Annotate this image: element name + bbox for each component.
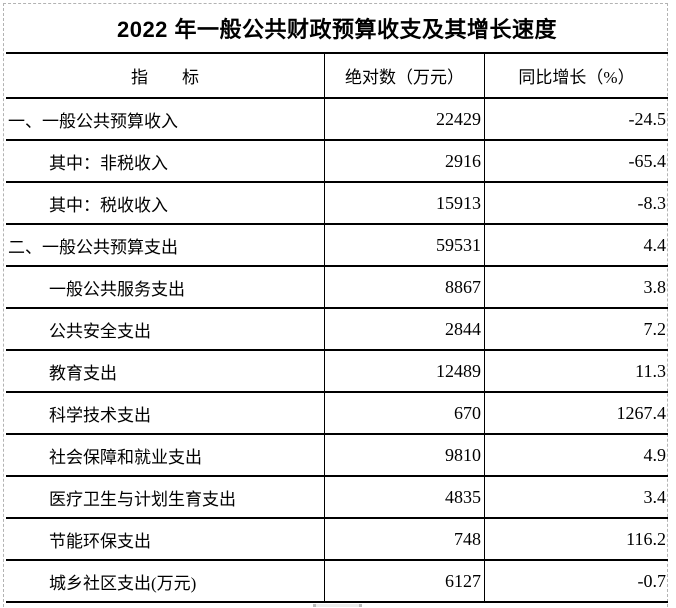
- header-cell-growth: 同比增长（%）: [484, 54, 668, 97]
- indicator-cell: 社会保障和就业支出: [49, 447, 202, 467]
- horizontal-scrollbar-thumb[interactable]: [313, 604, 362, 607]
- indicator-cell: 教育支出: [49, 363, 117, 383]
- header-cell-absolute: 绝对数（万元）: [324, 54, 484, 97]
- absolute-cell: 4835: [324, 477, 484, 517]
- growth-cell: 11.3: [484, 351, 668, 391]
- absolute-cell: 59531: [324, 225, 484, 265]
- table-header-row: 指 标 绝对数（万元） 同比增长（%）: [6, 52, 668, 99]
- absolute-cell: 670: [324, 393, 484, 433]
- table-row: 一般公共服务支出 8867 3.8: [6, 267, 668, 309]
- indicator-cell: 节能环保支出: [49, 531, 151, 551]
- indicator-cell: 城乡社区支出(万元): [49, 573, 197, 593]
- indicator-cell: 一般公共服务支出: [49, 279, 185, 299]
- indicator-cell: 其中：税收收入: [49, 195, 168, 215]
- scrollbar-thumb-end: [359, 604, 362, 607]
- absolute-cell: 8867: [324, 267, 484, 307]
- indicator-cell: 科学技术支出: [49, 405, 151, 425]
- growth-cell: 116.2: [484, 519, 668, 559]
- table-row: 其中：税收收入 15913 -8.3: [6, 183, 668, 225]
- table-row: 公共安全支出 2844 7.2: [6, 309, 668, 351]
- growth-cell: 4.4: [484, 225, 668, 265]
- scrollbar-thumb-end: [313, 604, 316, 607]
- growth-cell: -0.7: [484, 561, 668, 601]
- table-row: 社会保障和就业支出 9810 4.9: [6, 435, 668, 477]
- table-row: 二、一般公共预算支出 59531 4.4: [6, 225, 668, 267]
- absolute-cell: 9810: [324, 435, 484, 475]
- table-row: 一、一般公共预算收入 22429 -24.5: [6, 99, 668, 141]
- table-row: 教育支出 12489 11.3: [6, 351, 668, 393]
- table-row: 城乡社区支出(万元) 6127 -0.7: [6, 561, 668, 603]
- table-row: 节能环保支出 748 116.2: [6, 519, 668, 561]
- absolute-cell: 12489: [324, 351, 484, 391]
- growth-cell: 3.8: [484, 267, 668, 307]
- indicator-cell: 公共安全支出: [49, 321, 151, 341]
- header-cell-indicator: 指 标: [131, 68, 199, 87]
- growth-cell: -65.4: [484, 141, 668, 181]
- table-row: 其中：非税收入 2916 -65.4: [6, 141, 668, 183]
- growth-cell: 1267.4: [484, 393, 668, 433]
- table-row: 医疗卫生与计划生育支出 4835 3.4: [6, 477, 668, 519]
- absolute-cell: 748: [324, 519, 484, 559]
- absolute-cell: 6127: [324, 561, 484, 601]
- growth-cell: 7.2: [484, 309, 668, 349]
- absolute-cell: 2916: [324, 141, 484, 181]
- absolute-cell: 15913: [324, 183, 484, 223]
- absolute-cell: 22429: [324, 99, 484, 139]
- indicator-cell: 医疗卫生与计划生育支出: [49, 489, 236, 509]
- growth-cell: 4.9: [484, 435, 668, 475]
- indicator-cell: 二、一般公共预算支出: [8, 237, 178, 257]
- indicator-cell: 一、一般公共预算收入: [8, 111, 178, 131]
- table-row: 科学技术支出 670 1267.4: [6, 393, 668, 435]
- budget-table: 2022 年一般公共财政预算收支及其增长速度 指 标 绝对数（万元） 同比增长（…: [6, 4, 668, 603]
- absolute-cell: 2844: [324, 309, 484, 349]
- growth-cell: -8.3: [484, 183, 668, 223]
- table-title: 2022 年一般公共财政预算收支及其增长速度: [116, 17, 558, 42]
- indicator-cell: 其中：非税收入: [49, 153, 168, 173]
- growth-cell: -24.5: [484, 99, 668, 139]
- growth-cell: 3.4: [484, 477, 668, 517]
